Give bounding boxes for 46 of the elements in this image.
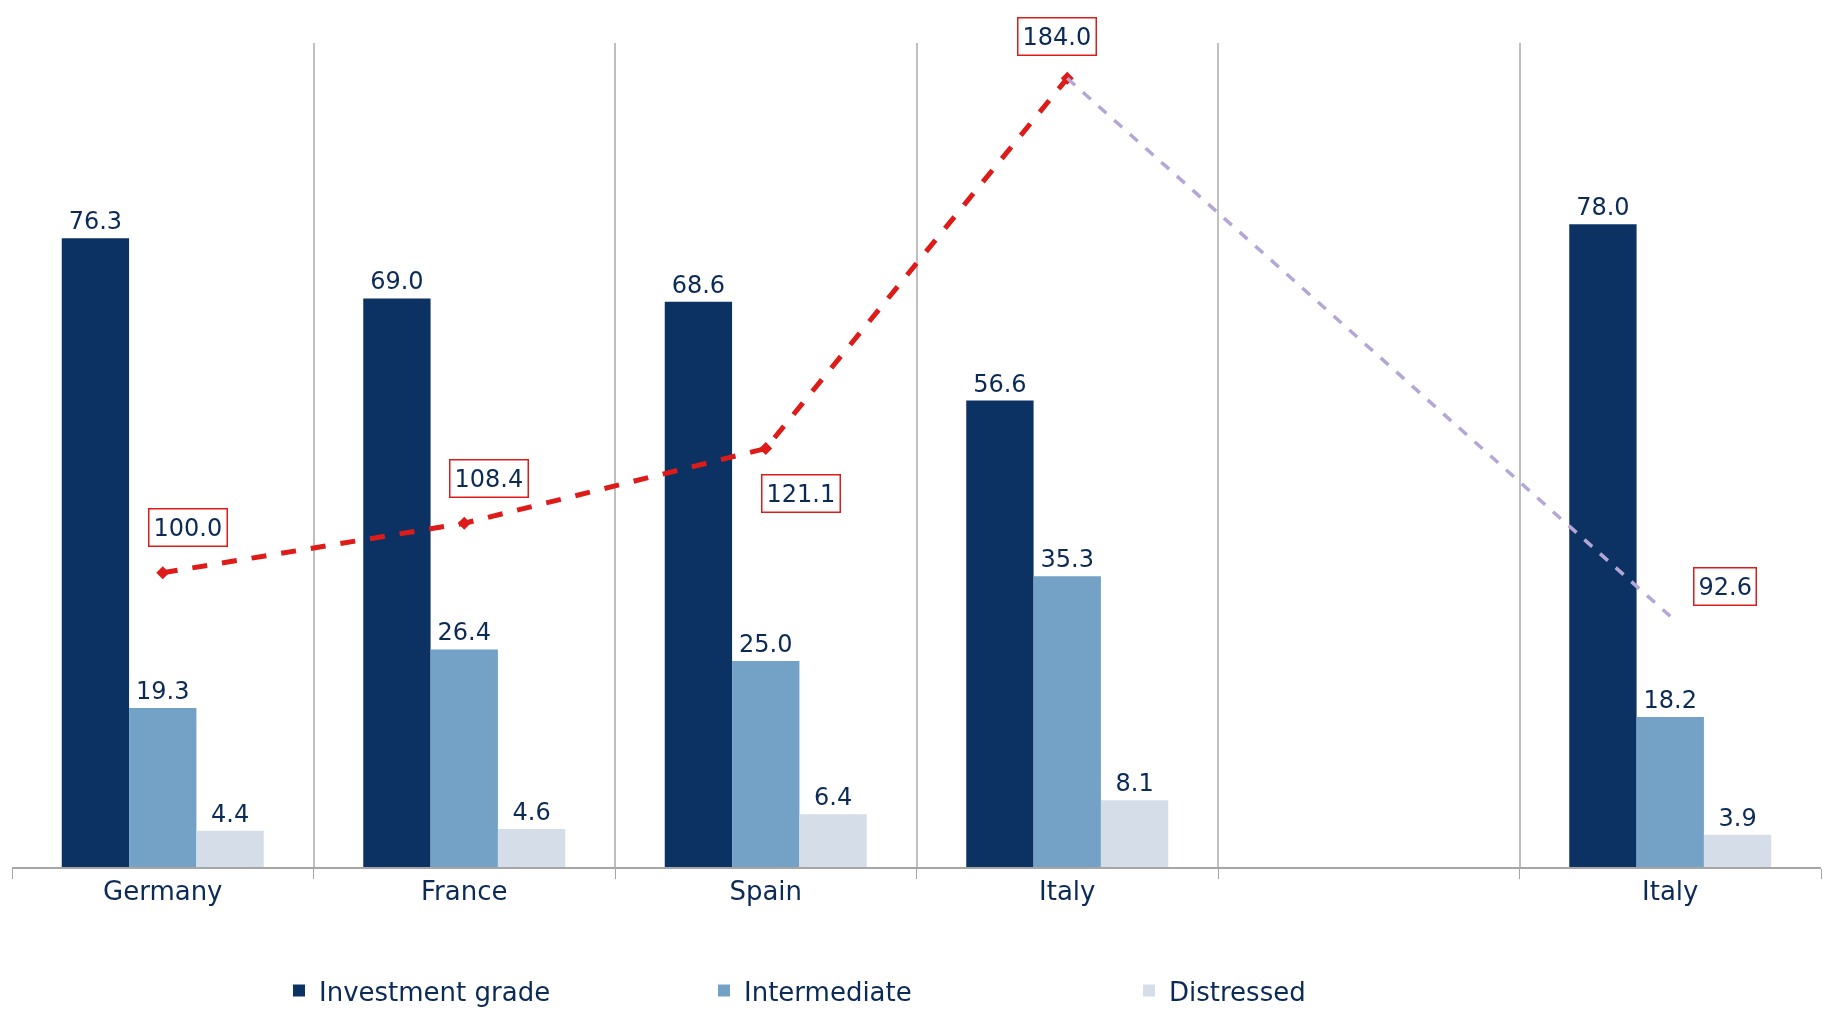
bar	[732, 661, 800, 867]
x-tick-label: France	[421, 876, 508, 907]
x-tick-label: Italy	[1039, 876, 1096, 907]
bar	[129, 707, 197, 867]
legend-label: Distressed	[1169, 976, 1306, 1007]
bar	[363, 298, 431, 867]
data-label: 76.3	[68, 207, 123, 236]
x-tick-label: Italy	[1642, 876, 1699, 907]
legend-label: Intermediate	[744, 976, 912, 1007]
data-label: 68.6	[671, 270, 726, 299]
data-label: 25.0	[739, 630, 793, 658]
data-label: 18.2	[1643, 686, 1697, 715]
point	[457, 516, 471, 530]
data-label: 4.4	[211, 799, 250, 828]
bar	[196, 830, 264, 867]
bar	[430, 649, 498, 867]
data-label: 121.1	[766, 479, 836, 508]
data-label: 56.6	[973, 369, 1027, 398]
point	[759, 442, 773, 456]
bar	[1033, 576, 1101, 867]
data-label: 4.6	[512, 798, 551, 827]
x-tick-label: Germany	[102, 876, 223, 907]
bar	[497, 829, 566, 867]
data-label: 108.4	[454, 464, 524, 493]
bar	[799, 814, 867, 867]
data-label: 184.0	[1022, 22, 1092, 51]
data-label: 100.0	[153, 513, 223, 542]
data-label: 3.9	[1718, 803, 1757, 832]
x-tick-label: Spain	[729, 876, 803, 907]
bar	[61, 238, 130, 867]
point	[156, 566, 170, 580]
data-label: 26.4	[437, 618, 491, 647]
data-label: 92.6	[1698, 572, 1752, 601]
data-label: 6.4	[814, 783, 853, 812]
legend-label: Investment grade	[319, 976, 551, 1007]
bar	[1569, 224, 1637, 867]
data-label: 8.1	[1115, 769, 1154, 798]
bar	[1100, 800, 1169, 867]
data-label: 19.3	[136, 676, 190, 705]
bar	[1636, 717, 1704, 867]
data-label: 35.3	[1040, 545, 1094, 574]
bar	[664, 301, 733, 867]
data-label: 78.0	[1576, 193, 1630, 222]
data-label: 69.0	[370, 267, 424, 296]
bar	[1703, 834, 1772, 867]
bar	[966, 400, 1034, 867]
